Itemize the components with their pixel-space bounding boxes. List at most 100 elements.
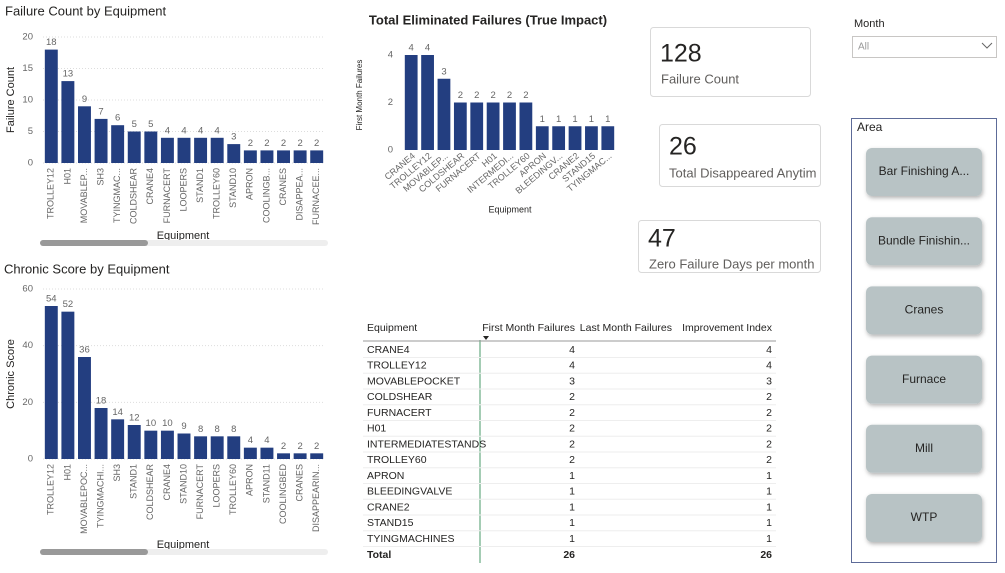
table-cell: 1 (569, 501, 575, 513)
bar (127, 131, 141, 163)
data-label: 54 (46, 294, 57, 305)
bar (277, 453, 290, 459)
x-tick-label: STAND1 (129, 464, 139, 499)
x-axis-title: Equipment (157, 230, 210, 242)
y-tick-label: 20 (22, 32, 33, 43)
y-axis-title: Chronic Score (5, 339, 17, 409)
table-cell: TYINGMACHINES (367, 533, 455, 545)
x-tick-label: TROLLEY60 (228, 464, 238, 515)
bar (310, 150, 324, 163)
x-tick-label: CRANES (278, 168, 288, 206)
data-label: 1 (572, 114, 577, 125)
bar (194, 137, 208, 163)
data-label: 1 (540, 114, 545, 125)
data-label: 6 (115, 113, 120, 124)
x-tick-label: APRON (245, 464, 255, 496)
data-label: 5 (132, 119, 137, 130)
y-tick-label: 4 (388, 50, 393, 61)
x-tick-label: CRANE4 (162, 464, 172, 501)
column-header: Improvement Index (682, 322, 773, 334)
data-label: 4 (181, 125, 186, 136)
bar (552, 126, 566, 150)
x-tick-label: COLDSHEAR (145, 464, 155, 521)
y-tick-label: 15 (22, 63, 33, 74)
y-axis-title: Failure Count (5, 67, 17, 133)
slicer-button[interactable] (866, 286, 982, 335)
slicer-option: Furnace (902, 372, 946, 386)
table-cell: 3 (569, 375, 575, 387)
total-cell: 26 (563, 549, 575, 561)
x-tick-label: TYINGMACHI... (95, 464, 105, 528)
table-cell: COLDSHEAR (367, 391, 433, 403)
y-axis-title: First Month Failures (355, 60, 364, 131)
x-tick-label: FURNACEE... (311, 168, 321, 225)
data-label: 8 (198, 424, 203, 435)
table-cell: 1 (766, 533, 772, 545)
column-header: First Month Failures (482, 322, 575, 334)
data-label: 4 (165, 125, 170, 136)
scrollbar-thumb[interactable] (40, 549, 148, 555)
y-tick-label: 10 (22, 95, 33, 106)
bar (437, 78, 451, 150)
data-label: 13 (63, 69, 74, 80)
data-label: 18 (46, 37, 57, 48)
slicer-button[interactable] (866, 217, 982, 266)
x-tick-label: SH3 (95, 168, 105, 186)
table-cell: 1 (766, 470, 772, 482)
slicer-button[interactable] (866, 148, 982, 196)
bar (486, 102, 500, 150)
table-cell: CRANE2 (367, 501, 410, 513)
x-tick-label: LOOPERS (212, 464, 222, 508)
card-label: Zero Failure Days per month (649, 256, 814, 271)
data-label: 2 (490, 90, 495, 101)
bar (519, 102, 533, 150)
sort-arrow (483, 336, 489, 340)
bar (160, 430, 174, 459)
data-label: 4 (198, 125, 203, 136)
y-tick-label: 20 (22, 397, 33, 408)
table-cell: 2 (766, 407, 772, 419)
data-label: 2 (314, 138, 319, 149)
y-tick-label: 60 (22, 284, 33, 295)
data-label: 18 (96, 396, 107, 407)
data-label: 10 (162, 418, 173, 429)
bar (260, 447, 274, 459)
slicer-button[interactable] (866, 355, 982, 404)
scrollbar-thumb[interactable] (40, 240, 148, 246)
card (638, 220, 821, 273)
slicer-button[interactable] (866, 424, 982, 473)
table-cell: CRANE4 (367, 344, 410, 356)
table-cell: 2 (569, 454, 575, 466)
bar (453, 102, 467, 150)
chevron (981, 42, 993, 49)
bar (227, 144, 241, 163)
data-label: 10 (146, 418, 157, 429)
card-value: 47 (648, 225, 676, 253)
card-label: Failure Count (661, 71, 739, 86)
bar (243, 447, 257, 459)
dropdown[interactable] (852, 36, 997, 58)
x-tick-label: MOVABLEPOC... (79, 464, 89, 534)
bar (111, 125, 125, 163)
table-cell: 1 (766, 517, 772, 529)
chart-title: Total Eliminated Failures (True Impact) (369, 12, 607, 27)
table-cell: 4 (569, 360, 575, 372)
data-label: 2 (264, 138, 269, 149)
bar (177, 137, 191, 163)
x-tick-label: COOLINGBED (278, 464, 288, 525)
slicer-button[interactable] (866, 494, 982, 542)
data-label: 2 (458, 90, 463, 101)
bar (210, 137, 224, 163)
x-tick-label: FURNACERT (195, 464, 205, 520)
x-tick-label: MOVABLEP... (79, 168, 89, 223)
x-tick-label: COOLINGB... (261, 168, 271, 223)
x-axis-title: Equipment (488, 204, 532, 214)
y-tick-label: 0 (28, 454, 33, 465)
x-tick-label: DISAPPEARIN... (311, 464, 321, 532)
data-label: 4 (264, 435, 269, 446)
table-cell: INTERMEDIATESTANDS (367, 438, 486, 450)
table-cell: APRON (367, 470, 404, 482)
slicer-title: Area (857, 120, 883, 134)
table-cell: 2 (569, 423, 575, 435)
